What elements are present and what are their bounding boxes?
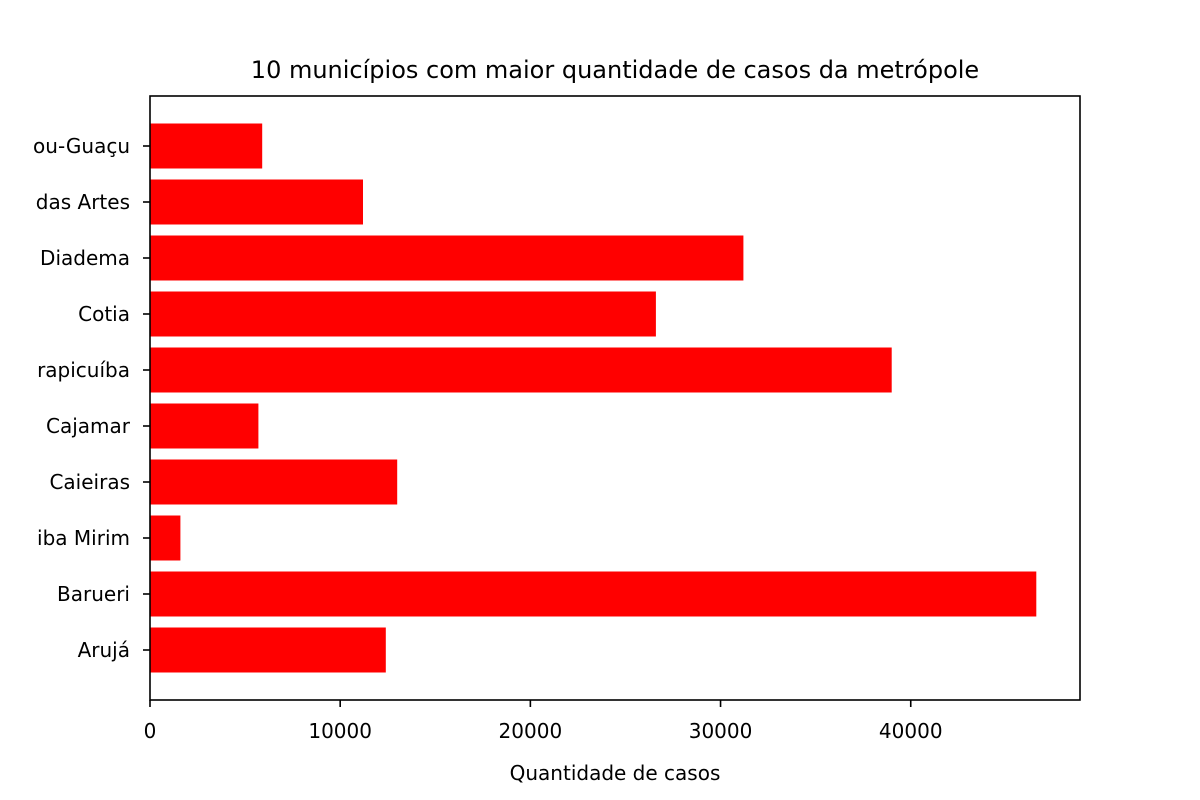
x-tick-label-0: 0 — [144, 719, 157, 743]
x-tick-label-4: 40000 — [879, 719, 943, 743]
y-axis-ticks: Arujá Barueri iba Mirim Caieiras Cajamar rapi… — [33, 134, 150, 662]
bar-5 — [150, 347, 892, 393]
bar-9 — [150, 123, 263, 169]
y-tick-label-6: Cotia — [78, 302, 130, 326]
y-tick-label-3: Caieiras — [49, 470, 130, 494]
y-tick-label-4: Cajamar — [46, 414, 131, 438]
y-tick-label-2: iba Mirim — [37, 526, 130, 550]
bar-7 — [150, 235, 744, 281]
y-tick-label-7: Diadema — [40, 246, 130, 270]
x-axis-ticks: 0 10000 20000 30000 40000 — [144, 700, 943, 743]
y-tick-label-1: Barueri — [57, 582, 130, 606]
y-tick-label-5: rapicuíba — [37, 358, 130, 382]
chart-title: 10 municípios com maior quantidade de ca… — [251, 56, 979, 84]
bar-2 — [150, 515, 181, 561]
y-tick-label-0: Arujá — [78, 638, 130, 662]
x-tick-label-3: 30000 — [689, 719, 753, 743]
y-tick-label-9: ou-Guaçu — [33, 134, 130, 158]
plot-frame — [149, 95, 1081, 701]
bars-group — [150, 123, 1037, 673]
bar-1 — [150, 571, 1037, 617]
bar-4 — [150, 403, 259, 449]
x-axis-label: Quantidade de casos — [510, 761, 721, 785]
bar-0 — [150, 627, 386, 673]
bar-8 — [150, 179, 363, 225]
bar-6 — [150, 291, 656, 337]
x-tick-label-2: 20000 — [499, 719, 563, 743]
y-tick-label-8: das Artes — [36, 190, 130, 214]
bar-3 — [150, 459, 398, 505]
x-tick-label-1: 10000 — [308, 719, 372, 743]
